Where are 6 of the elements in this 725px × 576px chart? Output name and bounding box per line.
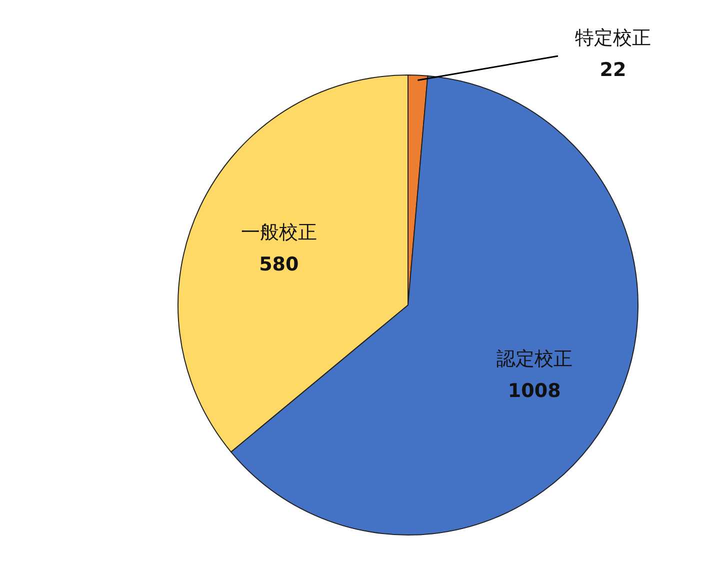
slice-label: 特定校正 (575, 27, 651, 49)
slice-label: 認定校正 (496, 348, 572, 370)
data-label: 22 (600, 59, 626, 81)
data-label: 580 (259, 253, 299, 276)
data-label: 1008 (508, 380, 561, 402)
slice-label: 一般校正 (240, 221, 317, 244)
